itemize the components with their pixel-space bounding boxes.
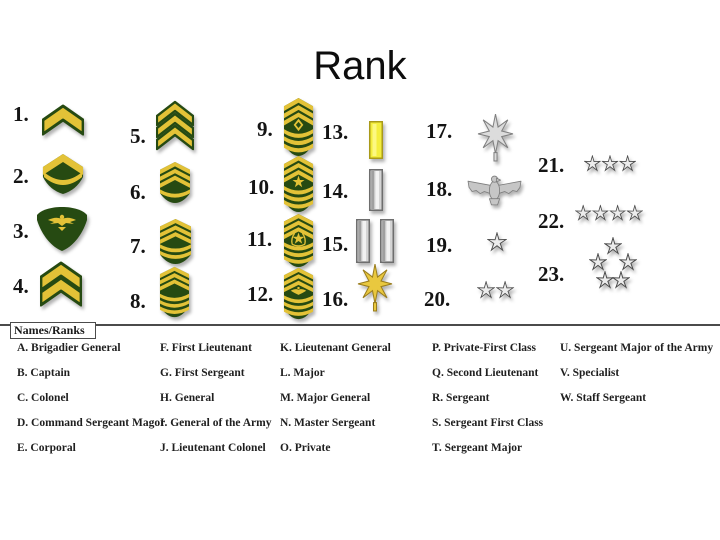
rank-name-item: K. Lieutenant General	[280, 342, 391, 354]
three-stars-icon	[584, 155, 636, 172]
two-chevrons-icon	[40, 261, 82, 307]
item-number-5: 5.	[130, 124, 146, 148]
item-number-8: 8.	[130, 289, 146, 313]
item-number-19: 19.	[426, 233, 453, 257]
rank-names-column-5: U. Sergeant Major of the Army V. Special…	[560, 336, 713, 411]
item-number-6: 6.	[130, 180, 146, 204]
silver-bar-icon	[369, 169, 383, 211]
rank-name-item: G. First Sergeant	[160, 367, 245, 379]
page-title: Rank	[313, 44, 407, 88]
rank-name-item: P. Private-First Class	[432, 342, 537, 354]
rank-name-item: L. Major	[280, 367, 325, 379]
item-number-7: 7.	[130, 234, 146, 258]
item-number-17: 17.	[426, 119, 453, 143]
chevrons-rockers-wreath-star-icon	[283, 213, 314, 268]
item-number-15: 15.	[322, 232, 349, 256]
three-chevrons-three-rockers-icon	[159, 266, 190, 318]
item-number-4: 4.	[13, 274, 29, 298]
three-chevrons-two-rockers-icon	[159, 218, 192, 265]
rank-name-item: F. First Lieutenant	[160, 342, 252, 354]
chevrons-rockers-diamond-icon	[283, 97, 314, 157]
four-stars-icon	[575, 204, 643, 222]
rank-name-item: Q. Second Lieutenant	[432, 367, 539, 379]
gold-bar-icon	[369, 121, 383, 159]
item-number-9: 9.	[257, 117, 273, 141]
gold-oak-leaf-icon	[357, 264, 393, 312]
rank-name-item: R. Sergeant	[432, 392, 490, 404]
item-number-18: 18.	[426, 177, 453, 201]
rank-names-column-1: A. Brigadier General B. Captain C. Colon…	[17, 336, 165, 461]
rank-name-item: W. Staff Sergeant	[560, 392, 647, 404]
rank-name-item: B. Captain	[17, 367, 71, 379]
rank-name-item: M. Major General	[280, 392, 371, 404]
rank-names-column-2: F. First Lieutenant G. First Sergeant H.…	[160, 336, 271, 461]
rank-names-column-4: P. Private-First Class Q. Second Lieuten…	[432, 336, 543, 461]
rank-name-item: N. Master Sergeant	[280, 417, 376, 429]
item-number-12: 12.	[247, 282, 274, 306]
rank-name-item: A. Brigadier General	[17, 342, 121, 354]
item-number-22: 22.	[538, 209, 565, 233]
five-stars-pentagon-icon	[588, 237, 638, 290]
item-number-10: 10.	[248, 175, 275, 199]
item-number-11: 11.	[247, 227, 273, 251]
rank-name-item: E. Corporal	[17, 442, 76, 454]
rank-name-item: O. Private	[280, 442, 331, 454]
names-ranks-header: Names/Ranks	[10, 322, 96, 339]
rank-name-item: I. General of the Army	[160, 417, 272, 429]
chevrons-rockers-star-icon	[283, 155, 314, 213]
item-number-14: 14.	[322, 179, 349, 203]
rank-name-item: V. Specialist	[560, 367, 620, 379]
rank-names-column-3: K. Lieutenant General L. Major M. Major …	[280, 336, 391, 461]
three-chevrons-one-rocker-icon	[159, 161, 191, 204]
rank-name-item: H. General	[160, 392, 215, 404]
one-chevron-icon	[42, 104, 84, 136]
rank-name-item: U. Sergeant Major of the Army	[560, 342, 714, 354]
one-chevron-one-rocker-icon	[42, 153, 84, 195]
colonel-eagle-icon	[467, 174, 522, 209]
chevrons-rockers-eagle-stars-icon	[283, 267, 314, 320]
item-number-20: 20.	[424, 287, 451, 311]
one-star-icon	[487, 232, 507, 252]
item-number-13: 13.	[322, 120, 349, 144]
rank-name-item: D. Command Sergeant Magor	[17, 417, 166, 429]
item-number-1: 1.	[13, 102, 29, 126]
silver-oak-leaf-icon	[477, 114, 514, 162]
rank-name-item: T. Sergeant Major	[432, 442, 523, 454]
two-stars-icon	[477, 280, 515, 300]
item-number-16: 16.	[322, 287, 349, 311]
item-number-2: 2.	[13, 164, 29, 188]
specialist-eagle-patch-icon	[36, 206, 88, 252]
divider-line	[0, 324, 720, 326]
item-number-21: 21.	[538, 153, 565, 177]
three-chevrons-icon	[156, 100, 194, 152]
two-silver-bars-icon	[356, 219, 394, 263]
rank-name-item: J. Lieutenant Colonel	[160, 442, 266, 454]
item-number-23: 23.	[538, 262, 565, 286]
rank-name-item: C. Colonel	[17, 392, 69, 404]
item-number-3: 3.	[13, 219, 29, 243]
rank-name-item: S. Sergeant First Class	[432, 417, 544, 429]
